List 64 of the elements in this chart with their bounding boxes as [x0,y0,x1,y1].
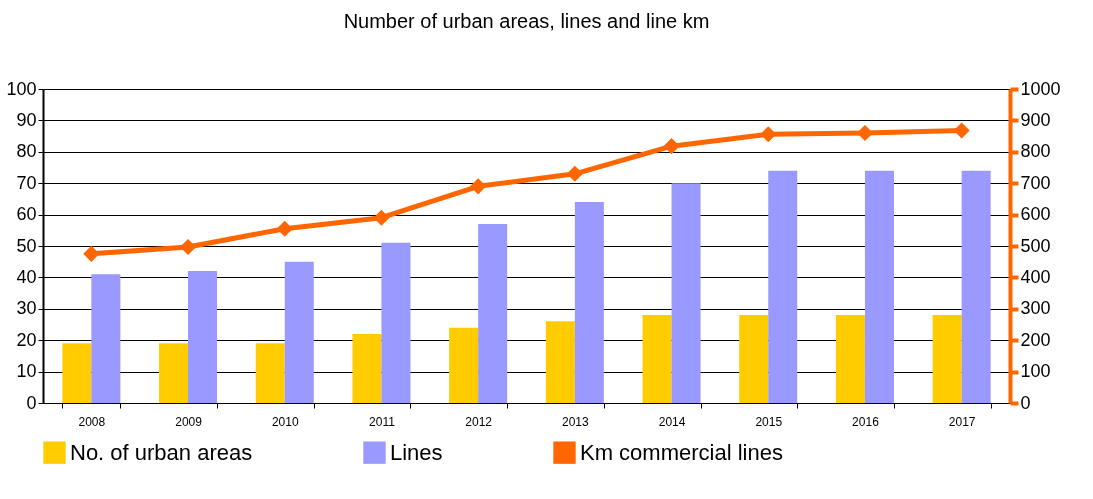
y-tick-label: 0 [26,392,37,413]
bar [739,315,769,403]
point [373,209,390,226]
x-tick-label: 2014 [658,414,686,429]
x-tick-label: 2012 [465,414,493,429]
y2-tick-label: 600 [1020,204,1051,225]
y2-tick-label: 300 [1020,298,1051,319]
y2-tick-label: 100 [1020,361,1051,382]
legend-label: Lines [390,439,443,465]
point [953,122,970,139]
y2-tick-label: 200 [1020,329,1051,350]
x-tick-label: 2011 [369,414,396,429]
y-tick-label: 20 [16,329,37,350]
y2-tick-label: 900 [1020,109,1051,130]
y-tick-label: 100 [6,78,37,99]
legend-label: No. of urban areas [70,439,253,465]
bar [91,274,121,403]
bar [188,271,218,403]
bar [159,343,189,403]
bar [961,170,991,403]
bar [449,327,479,403]
y-tick-label: 30 [16,298,37,319]
point [566,165,583,182]
y2-tick-label: 700 [1020,172,1051,193]
bar [932,315,962,403]
bar [642,315,672,403]
bar [381,242,411,403]
point [276,220,293,237]
point [83,245,100,262]
x-tick-label: 2016 [852,414,880,429]
bar [671,183,701,403]
y-tick-label: 50 [16,235,37,256]
y-tick-label: 40 [16,266,37,287]
x-tick-label: 2013 [562,414,590,429]
y-tick-label: 80 [16,141,37,162]
x-tick-label: 2015 [755,414,783,429]
y2-tick-label: 500 [1020,235,1051,256]
bar [574,202,604,403]
bar [768,170,798,403]
y2-tick-label: 1000 [1020,78,1061,99]
bar [352,333,382,403]
chart-title: Number of urban areas, lines and line km [343,10,710,32]
bar [62,343,92,403]
bar [478,224,508,403]
legend-label: Km commercial lines [580,439,783,465]
bar [284,261,314,403]
bar [864,170,894,403]
bar [255,343,285,403]
point [760,126,777,143]
y-tick-label: 60 [16,204,37,225]
y-tick-label: 90 [16,109,37,130]
y2-tick-label: 0 [1020,392,1031,413]
x-tick-label: 2008 [78,414,106,429]
point [663,138,680,155]
y-tick-label: 10 [16,361,37,382]
x-tick-label: 2017 [948,414,976,429]
y2-tick-label: 400 [1020,266,1051,287]
bar [545,321,575,403]
y-tick-label: 70 [16,172,37,193]
point [470,178,487,195]
y2-tick-label: 800 [1020,141,1051,162]
x-tick-label: 2010 [271,414,299,429]
bar [835,315,865,403]
x-tick-label: 2009 [175,414,203,429]
